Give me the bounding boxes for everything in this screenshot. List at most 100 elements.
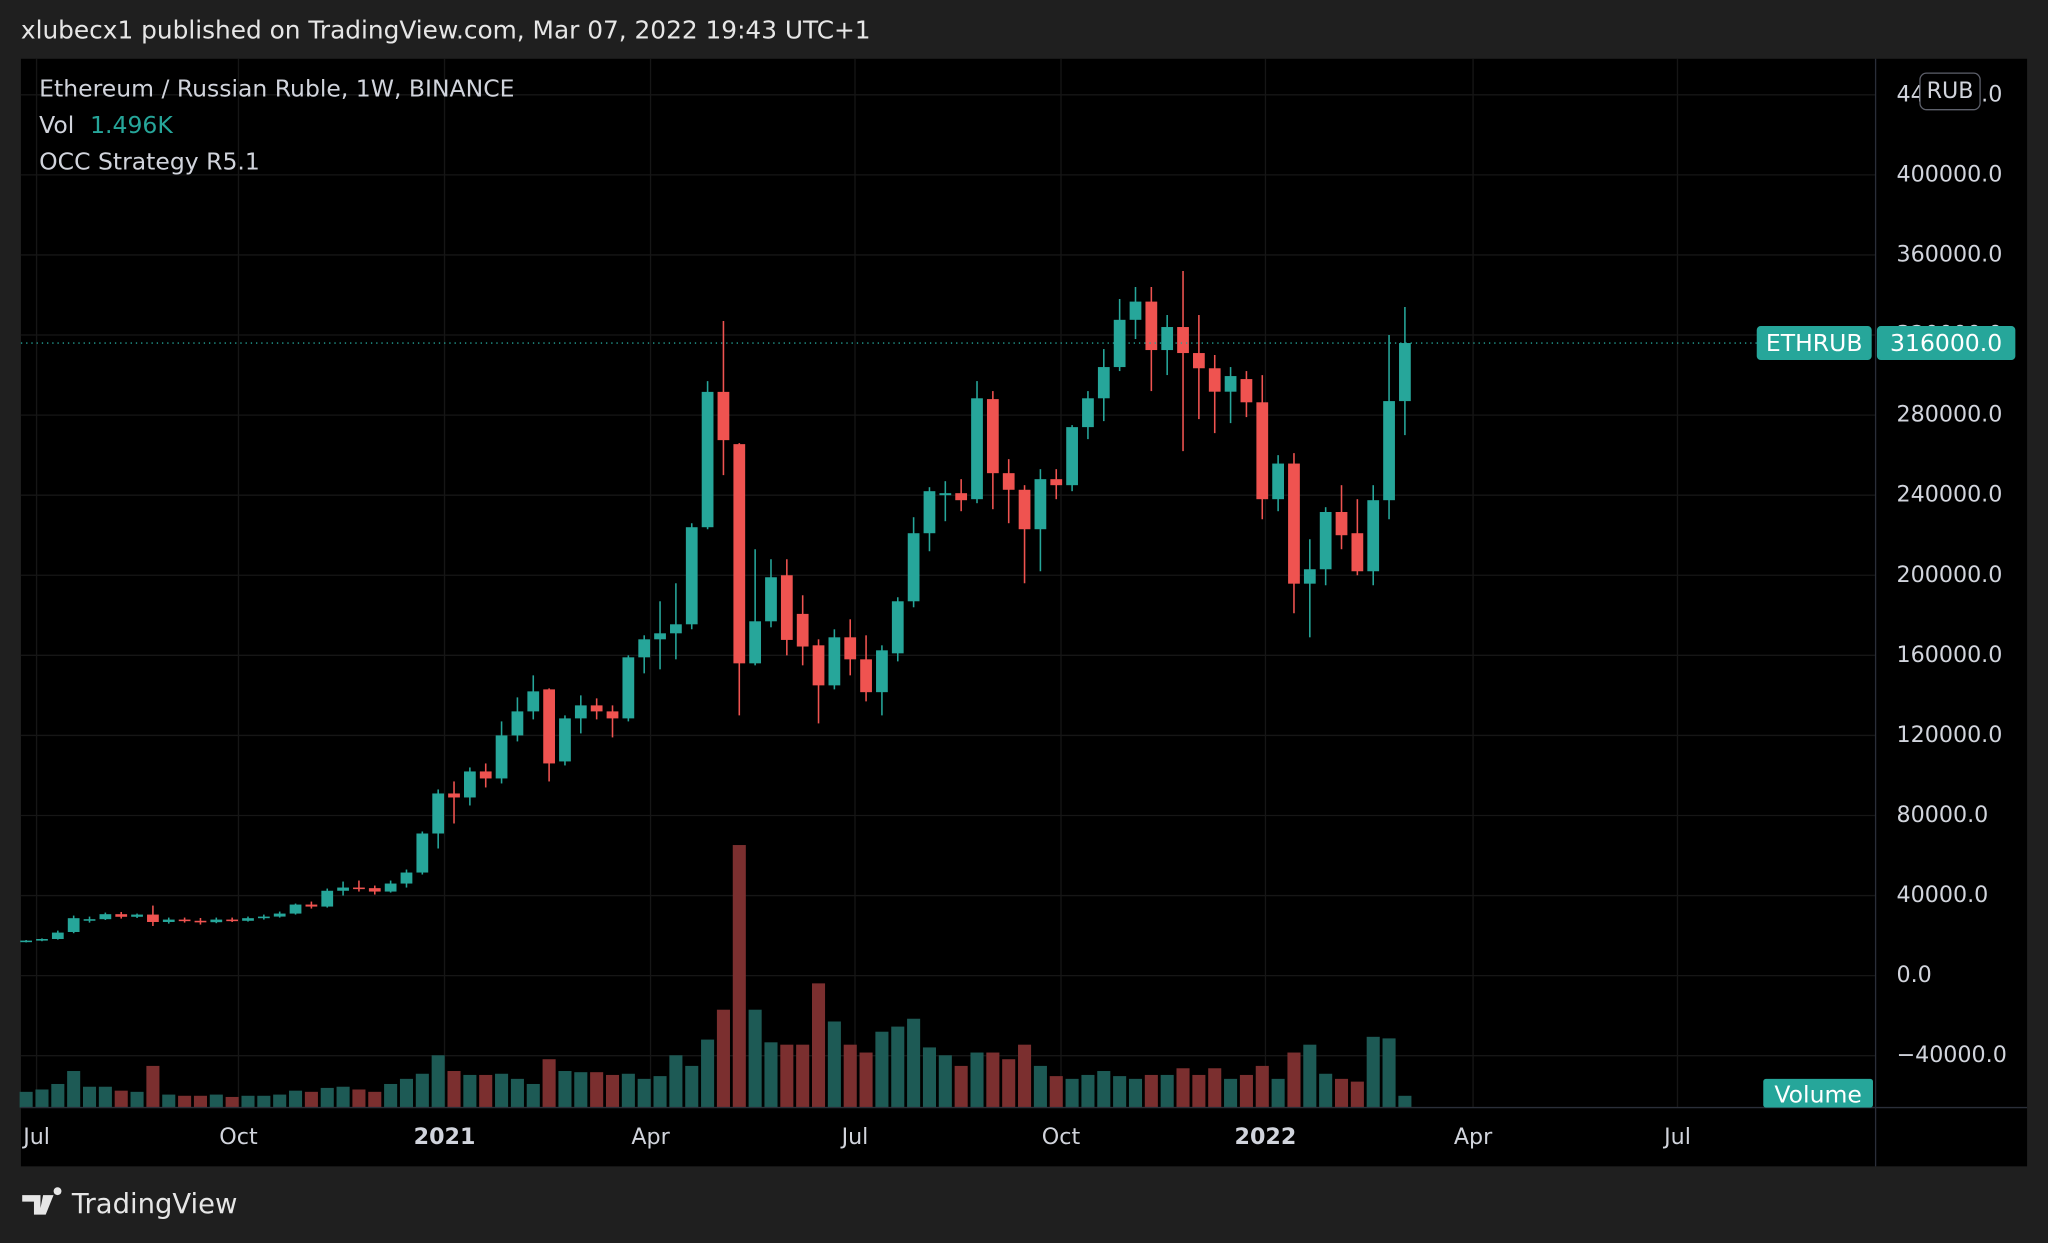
- candle-body: [1129, 301, 1142, 320]
- candle-body: [1303, 569, 1316, 584]
- volume-bar: [780, 1044, 794, 1108]
- candle-body: [1319, 511, 1332, 570]
- candle-body: [796, 613, 809, 647]
- candle-body: [1066, 427, 1078, 486]
- volume-bar: [241, 1095, 255, 1108]
- volume-bar: [542, 1059, 556, 1108]
- symbol-badge: [1756, 326, 1872, 361]
- candles: [20, 270, 1757, 943]
- volume-bar: [970, 1052, 984, 1108]
- candle-body: [1240, 379, 1253, 403]
- volume-badge: [1763, 1078, 1873, 1108]
- volume-bar: [162, 1094, 176, 1108]
- volume-bar: [1018, 1044, 1032, 1108]
- candle-body: [654, 633, 666, 640]
- brand-logo: TradingView: [22, 1187, 237, 1220]
- volume-bar: [701, 1039, 715, 1108]
- volume-bar: [368, 1091, 382, 1108]
- candle-body: [1097, 367, 1110, 399]
- y-tick-label: 240000.0: [1896, 482, 2002, 508]
- candle-body: [384, 883, 397, 892]
- volume-bar: [1303, 1044, 1317, 1108]
- candle-body: [1050, 479, 1063, 486]
- badges: ETHRUB 316000.0 Volume RUB: [1756, 72, 2016, 1108]
- volume-bar: [130, 1091, 144, 1108]
- candle-body: [321, 890, 334, 907]
- volume-bar: [1002, 1059, 1016, 1108]
- candle-body: [574, 705, 587, 719]
- candle-body: [1367, 500, 1380, 572]
- y-tick-label: 120000.0: [1896, 722, 2002, 748]
- volume-bar: [1350, 1081, 1364, 1108]
- candle-body: [876, 650, 888, 693]
- brand-icon: [22, 1187, 62, 1215]
- x-tick-label: 2022: [1235, 1124, 1297, 1150]
- x-tick-label: Jul: [840, 1124, 869, 1150]
- volume-bar: [843, 1044, 857, 1108]
- candle-body: [226, 919, 239, 922]
- candle-body: [638, 639, 651, 658]
- volume-bar: [384, 1083, 398, 1108]
- volume-bar: [716, 1009, 730, 1108]
- candle-body: [131, 914, 143, 917]
- candle-body: [147, 914, 159, 922]
- candle-body: [1161, 327, 1174, 351]
- price-badge-label: 316000.0: [1890, 329, 2002, 357]
- volume-bar: [1271, 1078, 1285, 1108]
- candle-body: [986, 399, 999, 474]
- volume-bar: [289, 1090, 303, 1108]
- volume-bar: [98, 1086, 112, 1108]
- candle-body: [305, 904, 318, 907]
- candle-body: [622, 657, 635, 719]
- candle-body: [115, 914, 128, 917]
- candle-body: [448, 793, 460, 798]
- candle-body: [178, 919, 191, 922]
- candle-body: [590, 705, 603, 712]
- x-tick-label: Oct: [1042, 1124, 1081, 1150]
- candle-body: [1288, 463, 1300, 584]
- candle-body: [1177, 327, 1189, 354]
- volume-bar: [19, 1091, 33, 1108]
- candle-body: [400, 872, 413, 884]
- candle-body: [685, 527, 698, 625]
- volume-bar: [1192, 1074, 1206, 1108]
- candle-body: [765, 577, 777, 622]
- volume-bar: [1255, 1065, 1269, 1108]
- candle-body: [353, 887, 365, 890]
- candle-body: [1018, 489, 1031, 530]
- volume-bar: [67, 1071, 81, 1108]
- candle-body: [273, 913, 286, 917]
- volume-bar: [827, 1021, 841, 1108]
- symbol-badge-label: ETHRUB: [1766, 329, 1863, 357]
- candle-body: [860, 659, 872, 693]
- candle-body: [971, 398, 983, 500]
- volume-bar: [336, 1086, 350, 1108]
- candle-body: [733, 444, 746, 664]
- candle-body: [242, 918, 254, 921]
- volume-pane: [19, 845, 1412, 1108]
- volume-bar: [574, 1072, 588, 1108]
- candle-body: [1256, 402, 1269, 500]
- volume-bar: [1239, 1074, 1253, 1108]
- volume-bar: [463, 1074, 477, 1108]
- volume-bar: [304, 1091, 318, 1108]
- volume-bar: [257, 1095, 271, 1108]
- y-tick-label: 80000.0: [1896, 802, 1988, 828]
- candle-body: [99, 914, 112, 920]
- volume-bar: [495, 1073, 509, 1108]
- brand-name: TradingView: [71, 1189, 238, 1220]
- volume-bar: [1224, 1078, 1238, 1108]
- candle-body: [749, 621, 762, 664]
- candle-body: [1335, 511, 1348, 536]
- volume-bar: [811, 983, 826, 1108]
- candle-body: [1082, 398, 1094, 428]
- x-tick-label: Oct: [219, 1124, 258, 1150]
- volume-bar: [1176, 1068, 1190, 1108]
- volume-bar: [510, 1078, 524, 1108]
- volume-bar: [35, 1089, 49, 1108]
- volume-legend-value: 1.496K: [90, 111, 173, 139]
- volume-bar: [590, 1072, 604, 1108]
- x-tick-label: Apr: [631, 1124, 670, 1150]
- volume-bar: [1033, 1065, 1047, 1108]
- volume-bar: [669, 1055, 683, 1108]
